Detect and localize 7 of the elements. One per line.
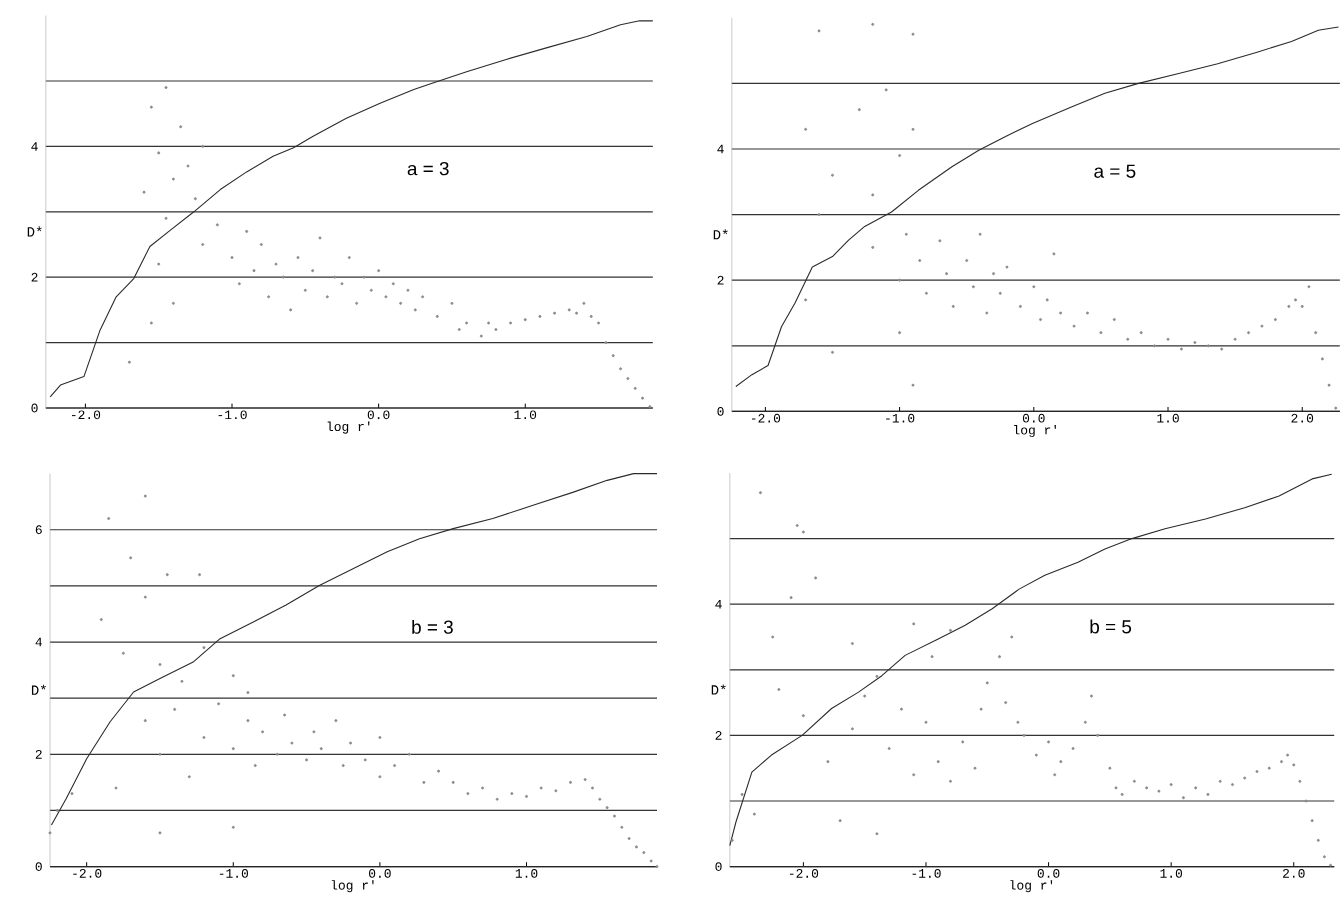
annotation: b = 3 bbox=[412, 619, 453, 634]
annotation: a = 3 bbox=[407, 161, 449, 176]
annotation: b = 5 bbox=[1090, 619, 1132, 634]
line-series bbox=[50, 473, 658, 826]
line-series bbox=[49, 20, 654, 398]
annotation: a = 5 bbox=[1094, 164, 1136, 178]
line-series bbox=[735, 26, 1340, 388]
